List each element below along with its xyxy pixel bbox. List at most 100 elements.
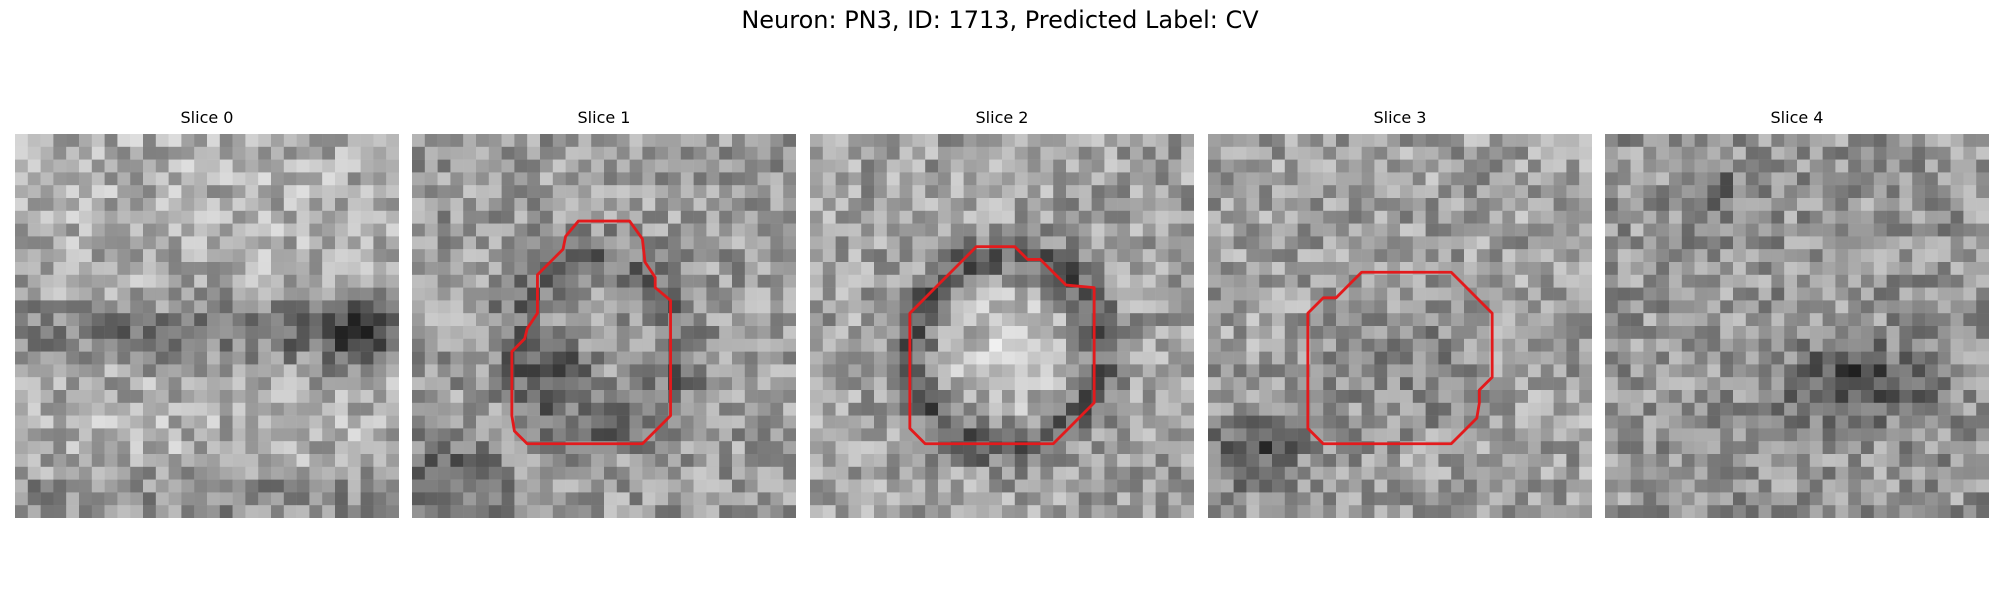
pixel — [899, 428, 913, 442]
pixel — [79, 274, 93, 288]
pixel — [565, 262, 579, 276]
pixel — [1899, 479, 1913, 493]
pixel — [347, 172, 361, 186]
pixel — [655, 364, 669, 378]
pixel — [1259, 466, 1273, 480]
pixel — [1489, 479, 1503, 493]
pixel — [1412, 326, 1426, 340]
pixel — [1515, 466, 1529, 480]
pixel — [1323, 351, 1337, 365]
pixel — [1142, 313, 1156, 327]
pixel — [335, 198, 349, 212]
pixel — [1899, 262, 1913, 276]
pixel — [1515, 351, 1529, 365]
pixel — [181, 377, 195, 391]
pixel — [155, 402, 169, 416]
pixel — [168, 377, 182, 391]
pixel — [104, 313, 118, 327]
pixel — [1873, 338, 1887, 352]
pixel — [1553, 146, 1567, 160]
pixel — [1643, 390, 1657, 404]
pixel — [1861, 505, 1875, 518]
pixel — [1502, 210, 1516, 224]
pixel — [578, 287, 592, 301]
pixel — [1348, 185, 1362, 199]
pixel — [1835, 134, 1849, 148]
pixel — [1348, 326, 1362, 340]
pixel — [1963, 505, 1977, 518]
pixel — [15, 172, 29, 186]
pixel — [168, 351, 182, 365]
pixel — [810, 262, 824, 276]
pixel — [207, 505, 221, 518]
pixel — [1797, 364, 1811, 378]
pixel — [604, 223, 618, 237]
pixel — [912, 223, 926, 237]
pixel — [527, 236, 541, 250]
pixel — [1540, 223, 1554, 237]
pixel — [296, 249, 310, 263]
pixel — [874, 236, 888, 250]
pixel — [886, 479, 900, 493]
pixel — [1476, 492, 1490, 506]
pixel — [1451, 146, 1465, 160]
pixel — [835, 198, 849, 212]
pixel — [861, 313, 875, 327]
pixel — [1925, 287, 1939, 301]
pixel — [1976, 146, 1989, 160]
pixel — [1976, 159, 1989, 173]
pixel — [1348, 492, 1362, 506]
pixel — [194, 198, 208, 212]
pixel — [693, 146, 707, 160]
pixel — [309, 313, 323, 327]
pixel — [565, 236, 579, 250]
pixel — [938, 236, 952, 250]
pixel — [309, 223, 323, 237]
pixel — [15, 390, 29, 404]
pixel — [963, 326, 977, 340]
pixel — [770, 415, 784, 429]
pixel — [899, 466, 913, 480]
pixel — [1733, 134, 1747, 148]
pixel — [296, 415, 310, 429]
pixel — [552, 249, 566, 263]
pixel — [938, 223, 952, 237]
pixel — [181, 262, 195, 276]
pixel — [1272, 428, 1286, 442]
pixel — [1155, 479, 1169, 493]
pixel — [66, 492, 80, 506]
pixel — [1027, 479, 1041, 493]
pixel — [1412, 159, 1426, 173]
pixel — [1284, 249, 1298, 263]
pixel — [373, 390, 387, 404]
pixel — [335, 172, 349, 186]
pixel — [783, 428, 796, 442]
pixel — [1630, 454, 1644, 468]
pixel — [1117, 198, 1131, 212]
pixel — [527, 326, 541, 340]
pixel — [668, 492, 682, 506]
pixel — [770, 402, 784, 416]
pixel — [1259, 262, 1273, 276]
pixel — [1758, 274, 1772, 288]
pixel — [1451, 441, 1465, 455]
pixel — [822, 172, 836, 186]
pixel — [1822, 441, 1836, 455]
pixel — [1963, 415, 1977, 429]
pixel — [1233, 364, 1247, 378]
pixel — [245, 223, 259, 237]
pixel — [335, 505, 349, 518]
pixel — [1502, 364, 1516, 378]
pixel — [1937, 364, 1951, 378]
pixel — [437, 185, 451, 199]
pixel — [373, 185, 387, 199]
pixel — [912, 313, 926, 327]
pixel — [822, 313, 836, 327]
pixel — [1720, 402, 1734, 416]
pixel — [1515, 159, 1529, 173]
pixel — [1912, 326, 1926, 340]
pixel — [1284, 223, 1298, 237]
pixel — [1681, 223, 1695, 237]
pixel — [360, 466, 374, 480]
pixel — [1528, 223, 1542, 237]
